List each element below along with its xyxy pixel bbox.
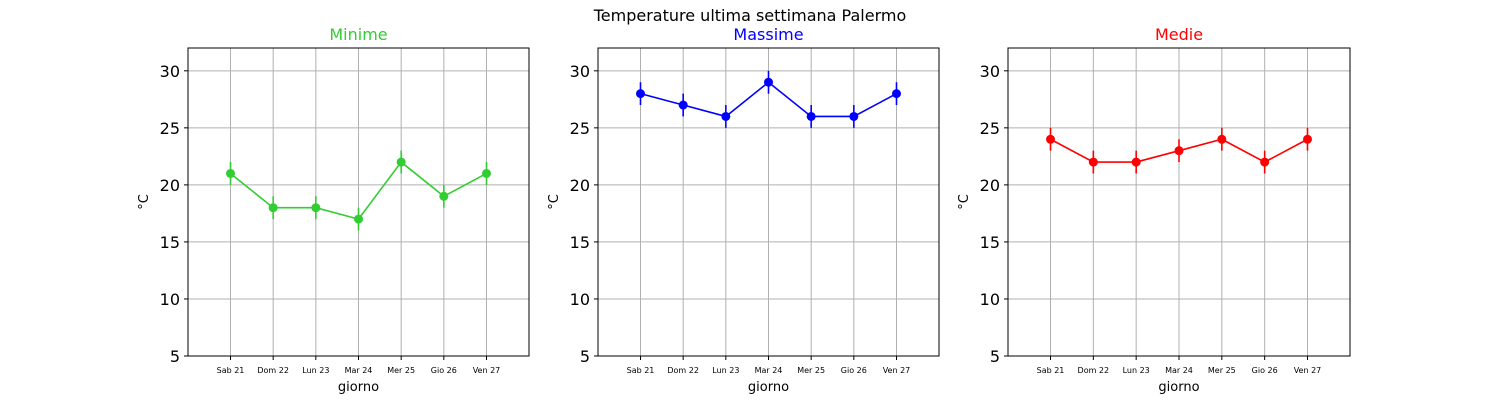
subplot-title: Medie: [1155, 25, 1203, 44]
y-axis-label: °C: [137, 194, 152, 210]
data-point: [226, 168, 235, 178]
y-tick-label: 25: [980, 119, 1000, 138]
y-tick-label: 10: [160, 290, 180, 309]
data-point: [354, 214, 363, 224]
x-tick-label: Dom 22: [257, 366, 289, 375]
y-tick-label: 20: [570, 176, 590, 195]
x-tick-label: Sab 21: [217, 366, 245, 375]
x-tick-label: Mar 24: [345, 366, 373, 375]
x-tick-label: Gio 26: [1252, 366, 1278, 375]
data-point: [1046, 134, 1055, 144]
y-tick-label: 25: [570, 119, 590, 138]
data-point: [636, 89, 645, 99]
data-point: [806, 111, 816, 121]
y-tick-label: 5: [170, 347, 180, 366]
x-tick-label: Ven 27: [1294, 366, 1322, 375]
data-point: [678, 100, 688, 110]
y-axis-label: °C: [547, 194, 562, 210]
y-tick-label: 15: [980, 233, 1000, 252]
data-point: [396, 157, 406, 167]
data-point: [268, 203, 278, 213]
subplot-1: 5 10 15 20 25 30 Sab 21 Dom 22 Lun 23 Mar 24 Mer 2…: [137, 25, 530, 395]
data-point: [1260, 157, 1270, 167]
x-tick-label: Mer 25: [1208, 366, 1236, 375]
data-point: [1131, 157, 1141, 167]
y-tick-label: 15: [570, 233, 590, 252]
x-tick-label: Dom 22: [1078, 366, 1110, 375]
data-point: [482, 168, 491, 178]
y-tick-label: 30: [160, 62, 180, 81]
x-tick-label: Lun 23: [302, 366, 329, 375]
x-axis-label: giorno: [1158, 380, 1199, 395]
y-tick-label: 20: [980, 176, 1000, 195]
data-point: [1088, 157, 1098, 167]
x-tick-label: Mar 24: [755, 366, 783, 375]
data-point: [1174, 146, 1184, 156]
data-point: [721, 111, 731, 121]
x-tick-label: Mer 25: [387, 366, 415, 375]
subplot-title: Minime: [329, 25, 387, 44]
x-tick-label: Mar 24: [1165, 366, 1193, 375]
data-point: [1303, 134, 1312, 144]
figure-title: Temperature ultima settimana Palermo: [593, 6, 907, 25]
y-tick-label: 20: [160, 176, 180, 195]
y-axis-label: °C: [957, 194, 972, 210]
x-tick-label: Gio 26: [431, 366, 457, 375]
subplot-2: 5 10 15 20 25 30 Sab 21 Dom 22 Lun 23 Mar 24 Mer 2…: [547, 25, 940, 395]
y-tick-label: 25: [160, 119, 180, 138]
x-tick-label: Ven 27: [473, 366, 501, 375]
x-axis-label: giorno: [748, 380, 789, 395]
data-point: [892, 89, 901, 99]
y-tick-label: 10: [980, 290, 1000, 309]
x-tick-label: Sab 21: [627, 366, 655, 375]
x-axis-label: giorno: [338, 380, 379, 395]
data-point: [439, 191, 449, 201]
subplot-3: 5 10 15 20 25 30 Sab 21 Dom 22 Lun 23 Mar 24 Mer 2…: [957, 25, 1351, 395]
x-tick-label: Dom 22: [667, 366, 699, 375]
y-tick-label: 5: [990, 347, 1000, 366]
subplot-title: Massime: [733, 25, 803, 44]
x-tick-label: Sab 21: [1037, 366, 1065, 375]
y-tick-label: 30: [570, 62, 590, 81]
x-tick-label: Mer 25: [797, 366, 825, 375]
y-tick-label: 10: [570, 290, 590, 309]
y-tick-label: 30: [980, 62, 1000, 81]
x-tick-label: Gio 26: [841, 366, 867, 375]
x-tick-label: Lun 23: [1123, 366, 1150, 375]
y-tick-label: 15: [160, 233, 180, 252]
data-point: [1217, 134, 1227, 144]
y-tick-label: 5: [580, 347, 590, 366]
data-point: [311, 203, 321, 213]
x-tick-label: Ven 27: [883, 366, 911, 375]
data-point: [764, 77, 773, 87]
data-point: [849, 111, 859, 121]
x-tick-label: Lun 23: [712, 366, 739, 375]
